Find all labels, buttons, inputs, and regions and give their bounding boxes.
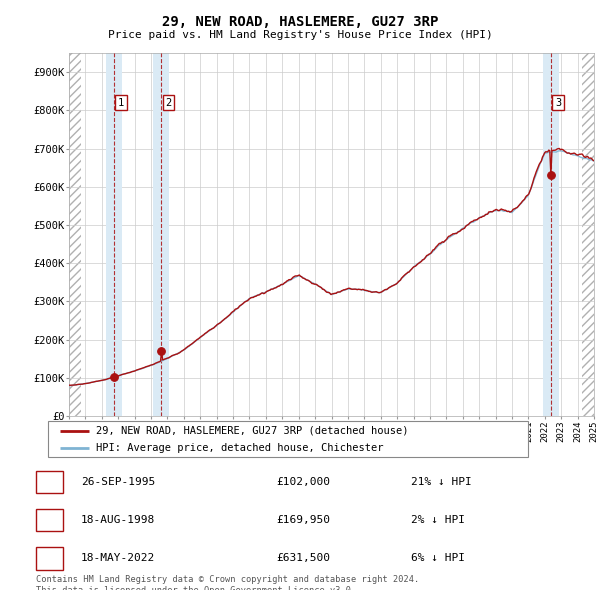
- Text: 3: 3: [46, 552, 53, 565]
- Text: 26-SEP-1995: 26-SEP-1995: [81, 477, 155, 487]
- Text: £631,500: £631,500: [276, 553, 330, 563]
- Bar: [153, 53, 169, 416]
- Text: HPI: Average price, detached house, Chichester: HPI: Average price, detached house, Chic…: [96, 443, 383, 453]
- Text: 2: 2: [46, 513, 53, 527]
- Text: 29, NEW ROAD, HASLEMERE, GU27 3RP (detached house): 29, NEW ROAD, HASLEMERE, GU27 3RP (detac…: [96, 425, 409, 435]
- Bar: [69, 53, 82, 416]
- Text: 18-MAY-2022: 18-MAY-2022: [81, 553, 155, 563]
- Text: 2: 2: [166, 98, 172, 108]
- Text: £102,000: £102,000: [276, 477, 330, 487]
- Text: 29, NEW ROAD, HASLEMERE, GU27 3RP: 29, NEW ROAD, HASLEMERE, GU27 3RP: [162, 15, 438, 29]
- FancyBboxPatch shape: [48, 421, 528, 457]
- Text: £169,950: £169,950: [276, 515, 330, 525]
- Text: 1: 1: [118, 98, 124, 108]
- Bar: [106, 53, 122, 416]
- Text: Contains HM Land Registry data © Crown copyright and database right 2024.
This d: Contains HM Land Registry data © Crown c…: [36, 575, 419, 590]
- Bar: [542, 53, 559, 416]
- Text: 3: 3: [555, 98, 561, 108]
- Text: 21% ↓ HPI: 21% ↓ HPI: [411, 477, 472, 487]
- Text: 18-AUG-1998: 18-AUG-1998: [81, 515, 155, 525]
- Text: Price paid vs. HM Land Registry's House Price Index (HPI): Price paid vs. HM Land Registry's House …: [107, 30, 493, 40]
- Text: 2% ↓ HPI: 2% ↓ HPI: [411, 515, 465, 525]
- Bar: [581, 53, 594, 416]
- Text: 1: 1: [46, 475, 53, 489]
- Text: 6% ↓ HPI: 6% ↓ HPI: [411, 553, 465, 563]
